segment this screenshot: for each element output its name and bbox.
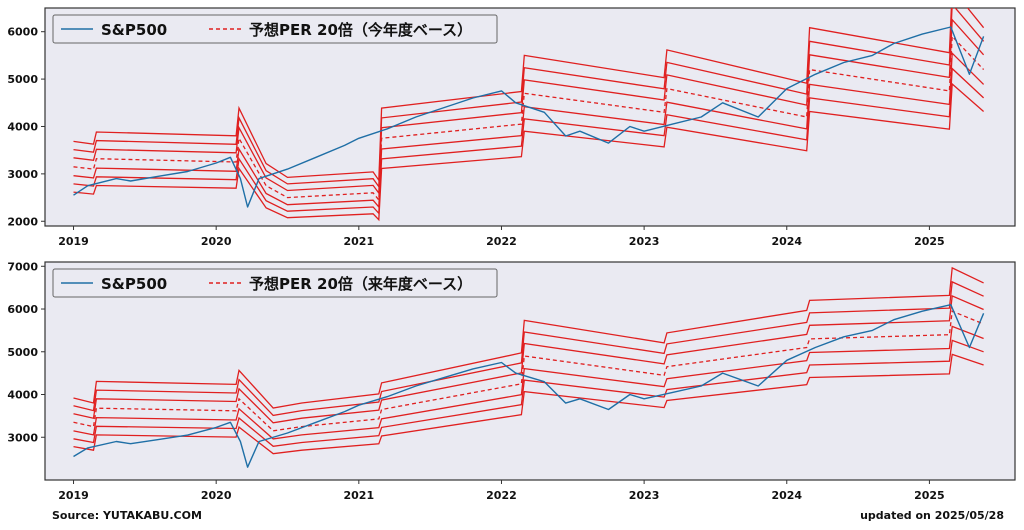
y-tick-label: 5000 bbox=[7, 73, 38, 86]
y-tick-label: 4000 bbox=[7, 389, 38, 402]
per-20x-line bbox=[73, 310, 984, 432]
per-band-line-2 bbox=[73, 51, 985, 209]
y-tick-label: 6000 bbox=[7, 303, 38, 316]
y-tick-label: 6000 bbox=[7, 26, 38, 39]
sp500-line bbox=[73, 304, 985, 468]
x-tick-label: 2021 bbox=[344, 489, 375, 502]
x-tick-label: 2020 bbox=[201, 235, 232, 248]
y-tick-label: 4000 bbox=[7, 120, 38, 133]
legend-label-sp500: S&P500 bbox=[101, 275, 167, 293]
per-band-line-5 bbox=[73, 266, 984, 409]
x-tick-label: 2024 bbox=[771, 489, 802, 502]
plot-layer bbox=[73, 266, 985, 468]
per-20x-line bbox=[73, 34, 985, 202]
x-tick-label: 2019 bbox=[58, 235, 89, 248]
y-tick-label: 3000 bbox=[7, 168, 38, 181]
x-tick-label: 2021 bbox=[344, 235, 375, 248]
updated-label: updated on 2025/05/28 bbox=[860, 509, 1004, 522]
y-tick-label: 2000 bbox=[7, 215, 38, 228]
sp500-line bbox=[73, 26, 985, 208]
per-band-line-2 bbox=[73, 325, 984, 440]
x-tick-label: 2025 bbox=[914, 489, 945, 502]
x-tick-label: 2025 bbox=[914, 235, 945, 248]
per-band-line-0 bbox=[73, 353, 984, 455]
x-tick-label: 2024 bbox=[771, 235, 802, 248]
x-tick-label: 2023 bbox=[629, 235, 660, 248]
legend-frame bbox=[52, 14, 498, 44]
per-band-line-5 bbox=[73, 8, 985, 183]
chart-panel-top: 2000 3000 4000 5000 6000 2019 2020 2021 2022 2023… bbox=[7, 7, 1016, 248]
legend: S&P500 予想PER 20倍（今年度ベース） bbox=[52, 14, 498, 44]
x-tick-label: 2020 bbox=[201, 489, 232, 502]
per-band-line-4 bbox=[73, 280, 984, 417]
y-tick-label: 7000 bbox=[7, 260, 38, 273]
chart-panel-bottom: 3000 4000 5000 6000 7000 2019 2020 2021 2022 2023… bbox=[7, 260, 1016, 502]
x-tick-label: 2019 bbox=[58, 489, 89, 502]
per-band-line-3 bbox=[73, 294, 984, 424]
x-tick-label: 2022 bbox=[486, 235, 517, 248]
source-label: Source: YUTAKABU.COM bbox=[52, 509, 202, 522]
legend-label-per: 予想PER 20倍（来年度ベース） bbox=[249, 275, 472, 293]
legend-label-per: 予想PER 20倍（今年度ベース） bbox=[249, 21, 472, 39]
x-tick-label: 2022 bbox=[486, 489, 517, 502]
y-tick-label: 3000 bbox=[7, 431, 38, 444]
y-tick-label: 5000 bbox=[7, 346, 38, 359]
legend-frame bbox=[52, 268, 498, 298]
legend: S&P500 予想PER 20倍（来年度ベース） bbox=[52, 268, 498, 298]
legend-label-sp500: S&P500 bbox=[101, 21, 167, 39]
x-tick-label: 2023 bbox=[629, 489, 660, 502]
plot-layer bbox=[73, 8, 985, 222]
